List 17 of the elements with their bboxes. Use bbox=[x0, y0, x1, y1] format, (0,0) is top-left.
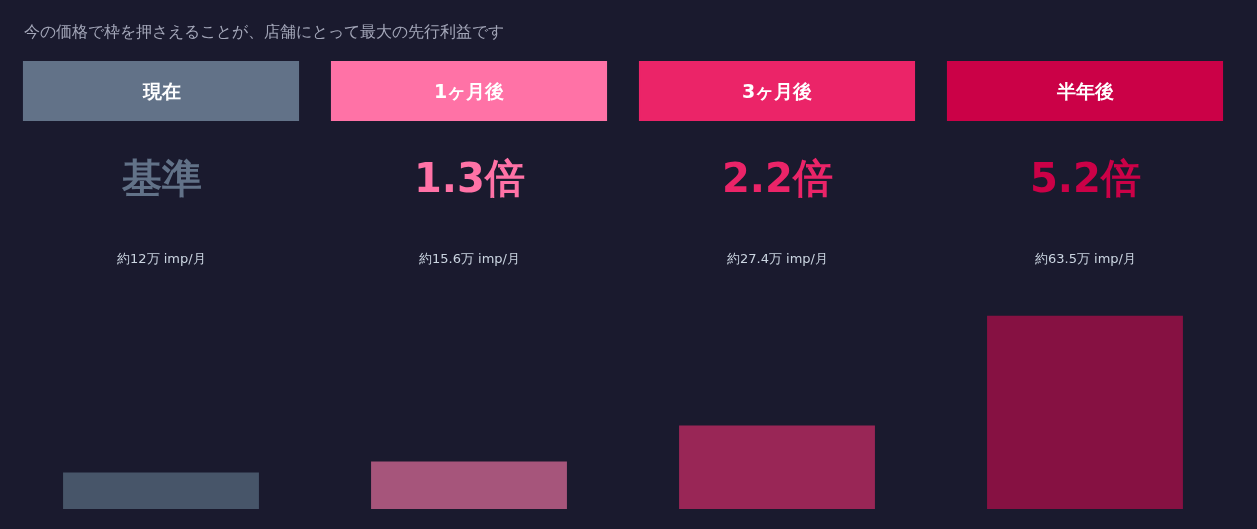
x-tick-label: 1ヶ月後 bbox=[434, 80, 505, 102]
data-label: 約12万 imp/月 bbox=[117, 251, 206, 266]
text: 5.2倍 bbox=[1030, 155, 1141, 201]
data-label: 約63.5万 imp/月 bbox=[1035, 251, 1136, 266]
bar bbox=[987, 315, 1183, 509]
text: 1.3倍 bbox=[414, 155, 525, 201]
x-tick-label: 半年後 bbox=[1056, 80, 1114, 102]
data-label: 約27.4万 imp/月 bbox=[727, 251, 828, 266]
x-tick-label: 3ヶ月後 bbox=[742, 80, 813, 102]
bar bbox=[679, 425, 875, 509]
text: 基準 bbox=[121, 155, 202, 201]
chart-title: 今の価格で枠を押さえることが、店舗にとって最大の先行利益です bbox=[24, 21, 504, 41]
bar bbox=[63, 472, 259, 509]
text: 2.2倍 bbox=[722, 155, 833, 201]
x-tick-label: 現在 bbox=[142, 80, 181, 102]
data-label: 約15.6万 imp/月 bbox=[419, 251, 520, 266]
bar bbox=[371, 461, 567, 509]
